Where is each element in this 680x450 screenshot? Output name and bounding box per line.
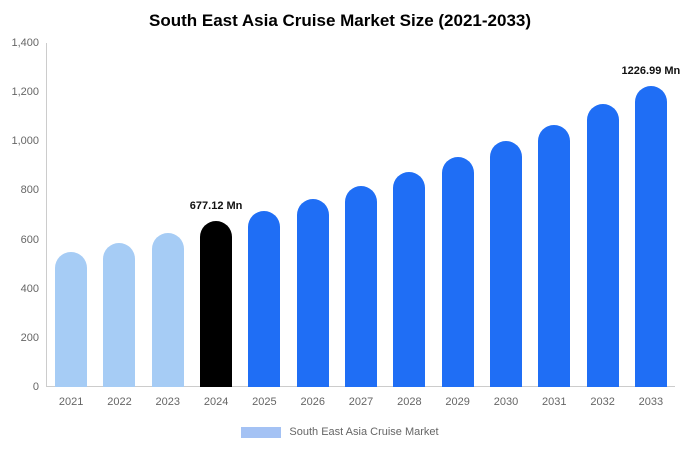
y-tick-label: 400 <box>20 282 39 295</box>
legend-item[interactable]: South East Asia Cruise Market <box>0 422 680 442</box>
bar-column: 2022 <box>95 43 143 408</box>
x-tick-label: 2022 <box>107 396 132 408</box>
bar-column: 2021 <box>47 43 95 408</box>
x-tick-label: 2033 <box>638 396 664 408</box>
bar-2025[interactable] <box>248 211 281 387</box>
bar-2026[interactable] <box>296 199 329 387</box>
bar-value-label: 1226.99 Mn <box>621 64 680 77</box>
y-tick-label: 600 <box>20 233 39 246</box>
plot-area: 0 200 400 600 800 1,000 1,200 1,400 2021 2022 202… <box>11 37 680 408</box>
bar-column: 2023 <box>144 43 192 408</box>
bar-column: 2029 <box>434 43 482 408</box>
y-tick-label: 0 <box>32 381 39 393</box>
bar-2021[interactable] <box>55 252 88 387</box>
bar-column: 2031 <box>530 43 578 408</box>
bar-value-label: 677.12 Mn <box>189 199 243 212</box>
x-tick-label: 2023 <box>155 396 181 408</box>
x-tick-label: 2021 <box>58 396 84 408</box>
x-tick-label: 2025 <box>252 396 277 408</box>
y-tick-label: 200 <box>20 331 39 344</box>
x-tick-label: 2028 <box>397 396 422 408</box>
y-tick-label: 1,400 <box>11 37 39 49</box>
bar-column: 2030 <box>482 43 530 408</box>
bar-2031[interactable] <box>538 125 571 387</box>
bar-2030[interactable] <box>489 141 522 387</box>
bar-2032[interactable] <box>586 103 619 387</box>
bar-2033[interactable] <box>634 85 667 387</box>
bar-2023[interactable] <box>151 232 184 387</box>
bar-column: 2032 <box>578 43 626 408</box>
y-tick-label: 800 <box>20 184 39 197</box>
legend-label: South East Asia Cruise Market <box>289 426 439 438</box>
x-tick-label: 2026 <box>300 396 325 408</box>
bar-column: 2028 <box>385 43 433 408</box>
bar-2027[interactable] <box>345 186 378 387</box>
bar-2022[interactable] <box>103 243 136 387</box>
x-tick-label: 2031 <box>542 396 567 408</box>
bars-group: 2021 2022 2023 677.12 Mn 2024 2025 2026 2027 202… <box>47 43 680 408</box>
x-tick-label: 2029 <box>445 396 470 408</box>
bar-2028[interactable] <box>393 172 426 387</box>
y-axis-line <box>46 43 47 387</box>
chart-title: South East Asia Cruise Market Size (2021… <box>148 11 532 30</box>
bar-column: 677.12 Mn 2024 <box>189 43 243 408</box>
y-tick-label: 1,200 <box>11 86 39 99</box>
legend-swatch <box>241 426 282 438</box>
bar-column: 2025 <box>240 43 288 408</box>
x-tick-label: 2032 <box>590 396 615 408</box>
bar-column: 2027 <box>337 43 385 408</box>
y-tick-label: 1,000 <box>11 135 39 148</box>
x-tick-label: 2030 <box>493 396 519 408</box>
bar-column: 1226.99 Mn 2033 <box>622 43 680 408</box>
bar-2029[interactable] <box>441 157 474 387</box>
x-tick-label: 2024 <box>203 396 229 408</box>
bar-column: 2026 <box>289 43 337 408</box>
bar-2024[interactable] <box>200 220 233 387</box>
x-tick-label: 2027 <box>348 396 374 408</box>
